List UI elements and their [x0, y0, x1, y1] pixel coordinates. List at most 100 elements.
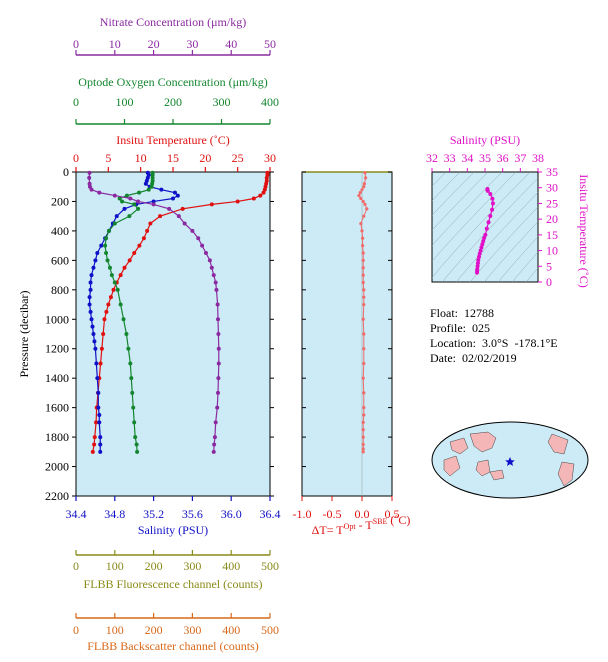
- salinity-profile-point: [97, 420, 102, 425]
- float-id: Float: 12788: [430, 306, 495, 320]
- oxygen-profile-point: [115, 287, 120, 292]
- temperature-profile-point: [145, 228, 150, 233]
- oxygen-profile-point: [149, 184, 154, 189]
- pressure-axis-label: Pressure (decibar): [17, 291, 31, 378]
- oxygen-profile-point: [136, 206, 141, 211]
- temperature-profile-point: [92, 435, 97, 440]
- delta-t-point: [358, 191, 362, 195]
- nitrate-profile-point: [128, 196, 133, 201]
- oxygen-profile-point: [117, 196, 122, 201]
- temperature-profile-point: [180, 206, 185, 211]
- ts-salinity-tick-label: 34: [461, 151, 473, 165]
- backscatter-tick-label: 0: [73, 623, 79, 637]
- delta-t-axis-title: ΔT= TOpt - TSBE (˚C): [312, 513, 411, 537]
- temperature-profile-point: [102, 317, 107, 322]
- nitrate-profile-point: [216, 390, 221, 395]
- nitrate-profile-point: [136, 199, 141, 204]
- nitrate-profile-point: [216, 376, 221, 381]
- pressure-tick-label: 800: [51, 283, 69, 297]
- salinity-axis-title: Salinity (PSU): [138, 523, 208, 537]
- delta-t-point: [362, 185, 366, 189]
- oxygen-profile-point: [150, 172, 155, 177]
- nitrate-profile-point: [112, 193, 117, 198]
- delta-t-point: [361, 435, 365, 439]
- pressure-tick-label: 2000: [45, 460, 69, 474]
- temperature-profile-point: [209, 202, 214, 207]
- nitrate-profile-point: [207, 258, 212, 263]
- salinity-profile-point: [92, 339, 97, 344]
- oxygen-profile-point: [120, 199, 125, 204]
- oxygen-tick-label: 200: [164, 95, 182, 109]
- salinity-profile-point: [98, 435, 103, 440]
- ts-density-contours: [432, 172, 538, 282]
- nitrate-tick-label: 10: [109, 37, 121, 51]
- density-contour: [432, 172, 503, 246]
- salinity-profile-point: [88, 287, 93, 292]
- oxygen-profile-point: [104, 251, 109, 255]
- ts-salinity-tick-label: 35: [479, 151, 491, 165]
- ts-point: [481, 239, 486, 244]
- oxygen-tick-label: 400: [261, 95, 279, 109]
- oxygen-profile-point: [129, 376, 134, 381]
- delta-t-point: [361, 428, 365, 432]
- fluorescence-tick-label: 400: [222, 559, 240, 573]
- delta-t-point: [362, 413, 366, 417]
- delta-t-tick-label: 0.5: [385, 507, 400, 521]
- ts-point: [478, 248, 483, 253]
- pressure-tick-label: 1600: [45, 401, 69, 415]
- temperature-profile-point: [127, 258, 132, 263]
- temperature-profile-point: [137, 243, 142, 248]
- delta-t-point: [365, 207, 369, 211]
- oxygen-profile-point: [127, 214, 132, 219]
- delta-t-point: [362, 347, 366, 351]
- pressure-tick-label: 0: [63, 165, 69, 179]
- ts-point: [477, 251, 482, 256]
- temperature-profile-point: [148, 221, 153, 226]
- density-contour: [432, 172, 517, 262]
- ts-point: [475, 270, 480, 275]
- delta-t-point: [361, 447, 365, 451]
- nitrate-profile-point: [167, 206, 172, 211]
- date: Date: 02/02/2019: [430, 351, 517, 365]
- oxygen-profile-point: [126, 346, 131, 351]
- ts-temperature-axis-title: Insitu Temperature (˚C): [577, 174, 591, 288]
- ts-temperature-tick-label: 25: [546, 196, 558, 210]
- nitrate-profile-point: [87, 170, 92, 175]
- salinity-tick-label: 34.8: [104, 507, 125, 521]
- ts-temperature-tick-label: 20: [546, 212, 558, 226]
- ts-temperature-tick-label: 15: [546, 228, 558, 242]
- nitrate-profile-point: [216, 317, 221, 322]
- temperature-profile-point: [122, 265, 127, 270]
- nitrate-profile-point: [89, 187, 94, 192]
- ts-point: [490, 207, 495, 212]
- salinity-tick-label: 34.4: [66, 507, 87, 521]
- oxygen-profile-point: [150, 178, 155, 183]
- ts-salinity-axis-title: Salinity (PSU): [450, 133, 520, 147]
- temperature-profile-point: [261, 190, 266, 195]
- nitrate-profile-point: [212, 435, 217, 440]
- temperature-profile-point: [251, 196, 256, 201]
- backscatter-tick-label: 300: [183, 623, 201, 637]
- ts-salinity-tick-label: 33: [444, 151, 456, 165]
- nitrate-profile-point: [216, 361, 221, 366]
- oxygen-profile-point: [132, 420, 137, 425]
- ts-temperature-tick-label: 30: [546, 181, 558, 195]
- delta-t-point: [363, 202, 367, 206]
- nitrate-profile-point: [211, 449, 216, 454]
- delta-t-point: [361, 244, 365, 248]
- temperature-profile-point: [158, 214, 163, 219]
- location: Location: 3.0°S -178.1°E: [430, 336, 558, 350]
- density-contour: [432, 172, 461, 202]
- salinity-profile-point: [114, 214, 119, 219]
- delta-t-point: [361, 199, 365, 204]
- temperature-profile-point: [235, 199, 240, 204]
- delta-t-point: [361, 376, 365, 380]
- delta-t-point: [361, 251, 365, 255]
- oxygen-profile-point: [134, 442, 139, 447]
- fluorescence-tick-label: 500: [261, 559, 279, 573]
- oxygen-profile-point: [128, 361, 133, 366]
- salinity-tick-label: 35.2: [143, 507, 164, 521]
- salinity-tick-label: 36.4: [260, 507, 281, 521]
- oxygen-profile-point: [150, 175, 155, 180]
